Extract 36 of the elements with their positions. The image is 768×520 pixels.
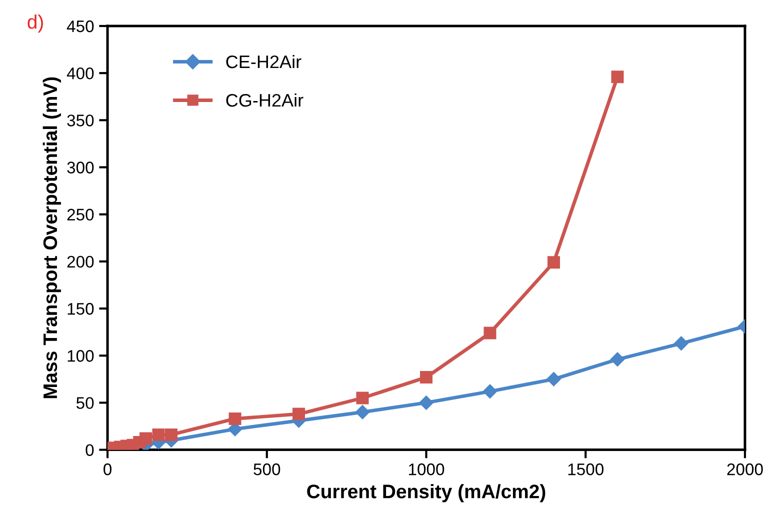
x-axis-title: Current Density (mA/cm2) xyxy=(307,484,546,502)
point xyxy=(419,396,434,410)
point xyxy=(140,432,152,445)
point xyxy=(674,336,688,350)
point xyxy=(165,428,178,441)
y-tick-label: 400 xyxy=(66,67,94,80)
legend-label: CG-H2Air xyxy=(226,93,304,107)
legend-label: CE-H2Air xyxy=(226,54,302,68)
text: d) xyxy=(28,14,43,33)
point xyxy=(356,392,369,404)
point xyxy=(292,408,305,420)
y-tick-label: 150 xyxy=(68,302,94,315)
y-tick-label: 250 xyxy=(67,208,94,221)
point xyxy=(355,405,370,420)
x-tick-label: 0 xyxy=(104,463,112,476)
point xyxy=(546,372,561,386)
point xyxy=(547,256,560,269)
y-tick-label: 50 xyxy=(76,397,94,409)
y-tick-label: 450 xyxy=(66,20,94,32)
point xyxy=(611,70,624,84)
y-tick-label: 0 xyxy=(86,444,94,456)
y-tick-label: 350 xyxy=(67,114,94,126)
point xyxy=(152,428,165,441)
point xyxy=(610,352,625,366)
point xyxy=(228,412,242,425)
x-tick-label: 1000 xyxy=(408,463,444,476)
y-axis-title: Mass Transport Overpotential (mV) xyxy=(42,77,61,398)
y-tick-label: 200 xyxy=(67,256,94,268)
point xyxy=(482,384,498,398)
y-tick-label: 300 xyxy=(67,162,94,174)
x-tick-label: 500 xyxy=(254,463,280,476)
point xyxy=(420,371,432,384)
point xyxy=(484,326,496,340)
x-tick-label: 2000 xyxy=(727,463,763,476)
x-tick-label: 1500 xyxy=(568,463,604,476)
y-tick-label: 100 xyxy=(68,350,94,362)
